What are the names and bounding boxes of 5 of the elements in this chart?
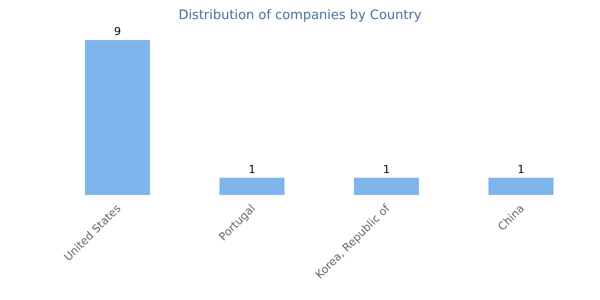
data-label: 1: [517, 162, 524, 176]
data-label: 9: [114, 25, 121, 38]
chart-title: Distribution of companies by Country: [177, 8, 423, 23]
data-label: 1: [248, 162, 256, 176]
data-label: 1: [382, 162, 390, 176]
